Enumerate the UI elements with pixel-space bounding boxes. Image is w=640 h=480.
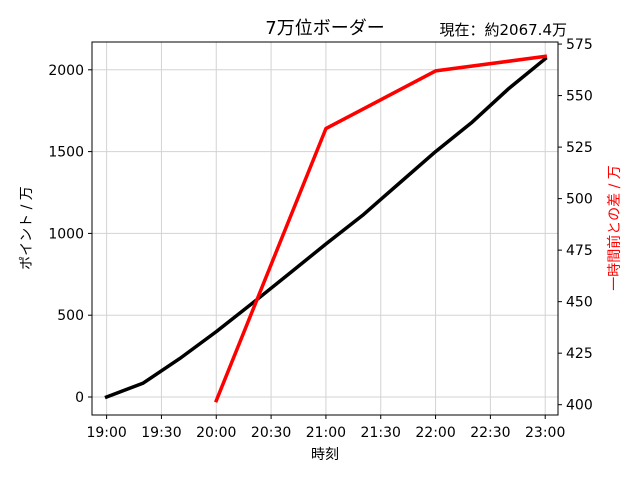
y-tick-label-right: 475 <box>566 243 593 259</box>
x-tick-label: 20:00 <box>196 425 236 441</box>
x-tick-label: 19:30 <box>141 425 181 441</box>
y-tick-label-left: 0 <box>75 390 84 406</box>
current-value-label: 現在：約2067.4万 <box>440 21 568 39</box>
x-tick-label: 20:30 <box>251 425 291 441</box>
series-lines <box>104 54 548 403</box>
y-axis-label-right: 一時間前との差 / 万 <box>606 165 623 290</box>
y-tick-label-right: 550 <box>566 89 593 105</box>
x-tick-label: 22:00 <box>415 425 455 441</box>
y-tick-label-left: 1000 <box>48 226 84 242</box>
y-axis-label-left: ポイント / 万 <box>19 186 35 270</box>
grid-lines <box>92 42 558 415</box>
y-tick-label-right: 500 <box>566 192 593 208</box>
hourly-diff-line <box>214 54 548 403</box>
x-tick-label: 21:00 <box>306 425 346 441</box>
chart-title: 7万位ボーダー <box>265 18 384 39</box>
y-tick-label-right: 450 <box>566 295 593 311</box>
y-tick-label-right: 525 <box>566 140 593 156</box>
x-tick-label: 22:30 <box>470 425 510 441</box>
y-tick-label-right: 400 <box>566 398 593 414</box>
x-tick-label: 23:00 <box>525 425 565 441</box>
axis-ticks: 19:00 19:30 20:00 20:30 21:00 21:30 22:00 22:30… <box>48 37 592 441</box>
y-tick-label-left: 500 <box>57 308 84 324</box>
x-tick-label: 19:00 <box>86 425 126 441</box>
plot-area-frame <box>91 41 559 416</box>
x-axis-label: 時刻 <box>311 447 339 463</box>
x-tick-label: 21:30 <box>361 425 401 441</box>
y-tick-label-right: 425 <box>566 346 593 362</box>
y-tick-label-left: 2000 <box>48 63 84 79</box>
y-tick-label-left: 1500 <box>48 145 84 161</box>
y-tick-label-right: 575 <box>566 37 593 53</box>
points-line <box>104 56 548 400</box>
